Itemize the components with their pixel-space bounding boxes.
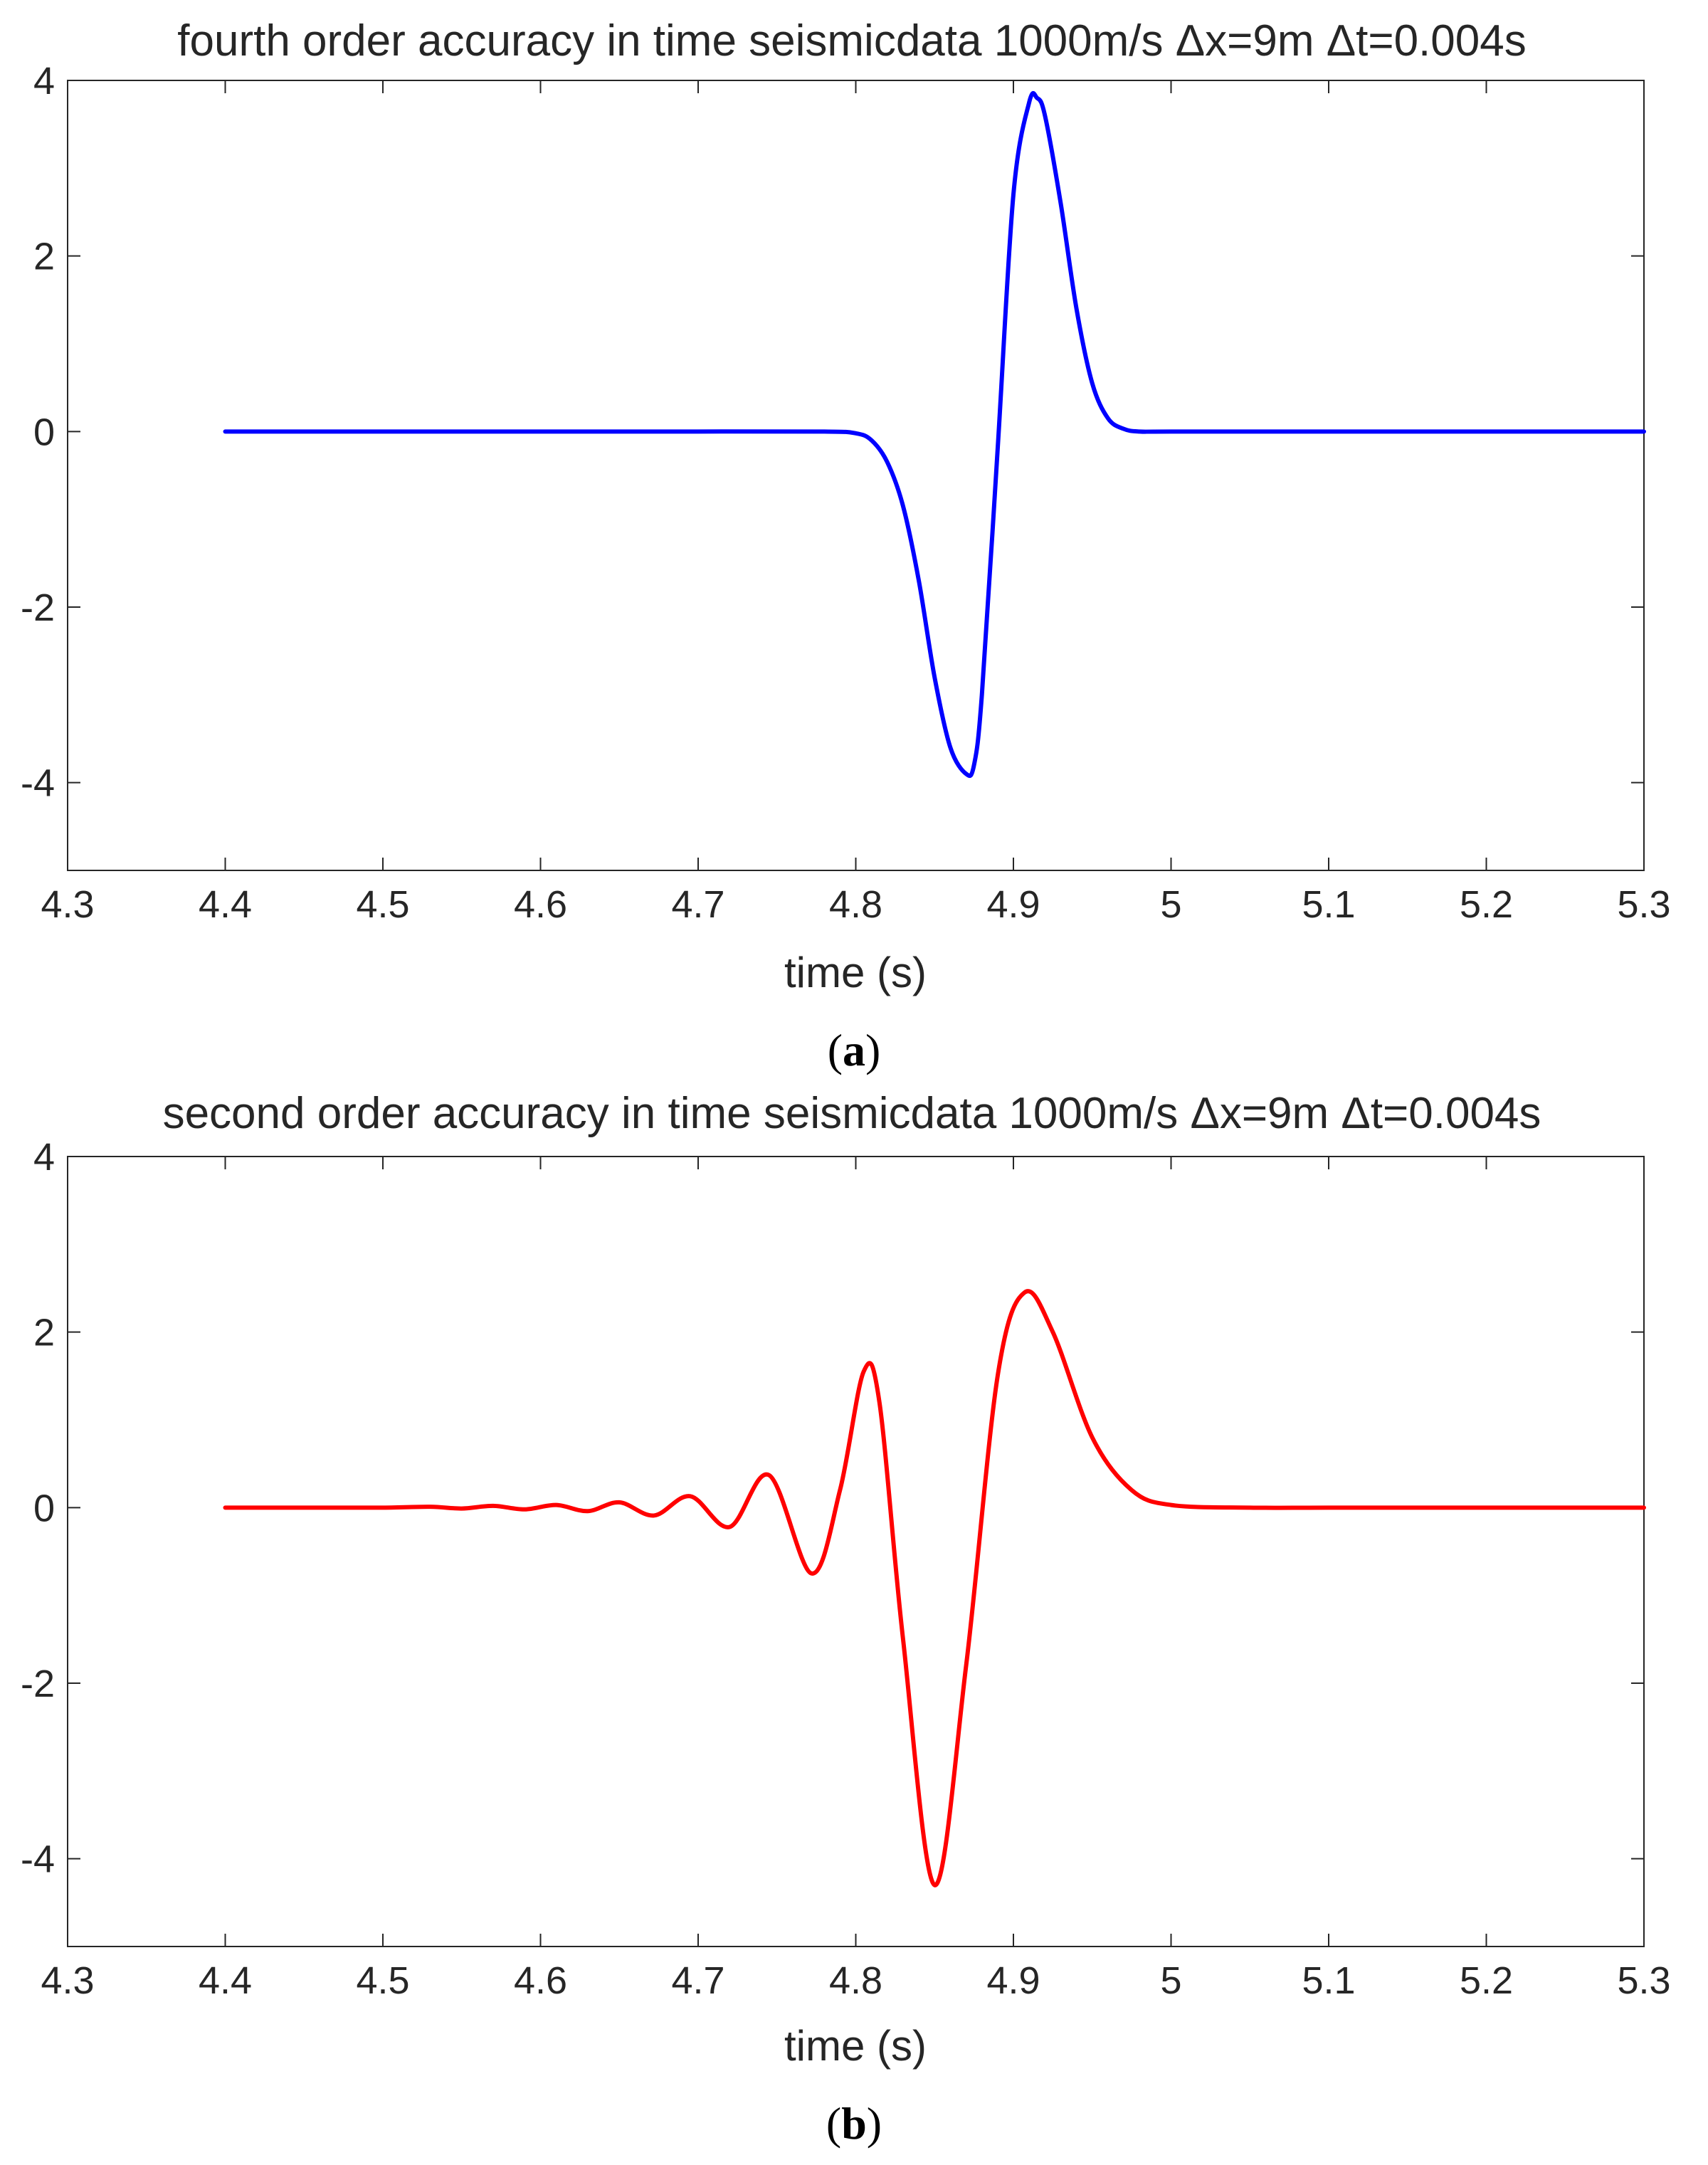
panel-b-ticks: 4.3 4.4 4.5 4.6 4.7 4.8 4.9 5 5.1 5.2 5.3 4 2 0 -2 -4 [21, 1136, 1671, 2002]
panel-a-y-tick-label: -4 [21, 762, 55, 805]
panel-a-caption: (a) [828, 1025, 881, 1075]
panel-b-x-tick-label: 4.7 [671, 1959, 724, 2002]
panel-b-x-axis-label: time (s) [784, 2022, 927, 2070]
panel-a-chart: fourth order accuracy in time seismicdat… [21, 16, 1671, 1075]
panel-b-y-tick-label: -4 [21, 1838, 55, 1881]
panel-a-x-tick-label: 4.6 [514, 883, 567, 926]
panel-b-chart: second order accuracy in time seismicdat… [21, 1089, 1671, 2149]
panel-a-x-axis-label: time (s) [784, 949, 927, 996]
panel-b-x-tick-label: 4.8 [829, 1959, 882, 2002]
panel-a-ticks: 4.3 4.4 4.5 4.6 4.7 4.8 4.9 5 5.1 5.2 5.3 4 2 0 -2 -4 [21, 60, 1671, 926]
panel-a-x-tick-label: 5 [1160, 883, 1181, 926]
panel-b-y-tick-label: 0 [33, 1487, 55, 1529]
panel-a-x-tick-label: 5.3 [1617, 883, 1670, 926]
panel-a-title: fourth order accuracy in time seismicdat… [177, 16, 1526, 65]
panel-b-plot-area [67, 1156, 1645, 1947]
panel-a-y-tick-label: 0 [33, 411, 55, 453]
panel-b-caption: (b) [826, 2098, 882, 2149]
panel-b-x-tick-label: 5 [1160, 1959, 1181, 2002]
panel-a-plot-area [67, 80, 1645, 871]
panel-a-y-tick-label: 4 [33, 60, 55, 102]
panel-a-x-tick-label: 5.1 [1302, 883, 1355, 926]
panel-a-y-tick-label: 2 [33, 236, 55, 278]
panel-a-x-tick-label: 4.5 [356, 883, 409, 926]
panel-b-x-tick-label: 4.9 [986, 1959, 1040, 2002]
panel-b-x-tick-label: 4.5 [356, 1959, 409, 2002]
panel-b-series-line [223, 1289, 1646, 1887]
panel-b-caption-letter: b [841, 2098, 867, 2149]
panel-a-x-tick-label: 4.8 [829, 883, 882, 926]
panel-b-y-tick-label: 2 [33, 1312, 55, 1354]
panel-b-x-tick-label: 5.3 [1617, 1959, 1670, 2002]
panel-b-x-tick-label: 5.1 [1302, 1959, 1355, 2002]
panel-b-x-tick-label: 4.6 [514, 1959, 567, 2002]
panel-b-x-tick-label: 5.2 [1460, 1959, 1513, 2002]
panel-a-x-tick-label: 4.3 [41, 883, 94, 926]
panel-a-x-tick-label: 4.9 [986, 883, 1040, 926]
panel-a-x-tick-label: 4.7 [671, 883, 724, 926]
panel-a-x-tick-label: 5.2 [1460, 883, 1513, 926]
panel-b-title: second order accuracy in time seismicdat… [163, 1089, 1541, 1138]
panel-b-x-tick-label: 4.3 [41, 1959, 94, 2002]
panel-b-x-tick-label: 4.4 [199, 1959, 252, 2002]
panel-a-y-tick-label: -2 [21, 586, 55, 629]
panel-a-caption-letter: a [843, 1025, 865, 1075]
panel-a-x-tick-label: 4.4 [199, 883, 252, 926]
panel-a-series-line [223, 91, 1646, 779]
panel-b-y-tick-label: 4 [33, 1136, 55, 1179]
panel-b-y-tick-label: -2 [21, 1663, 55, 1705]
